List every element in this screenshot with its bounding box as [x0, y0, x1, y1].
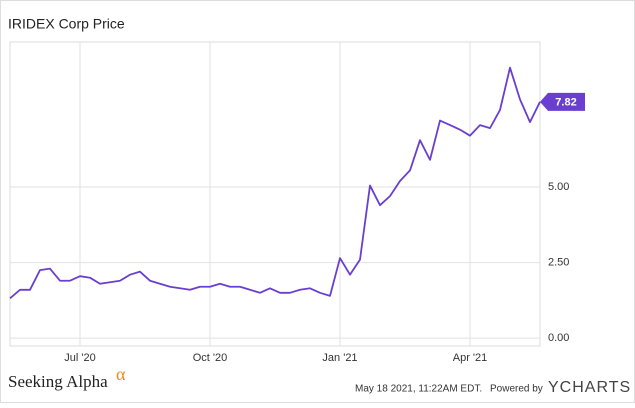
- value-tag-label: 7.82: [555, 97, 576, 109]
- timestamp: May 18 2021, 11:22AM EDT.: [355, 384, 482, 395]
- x-tick-label: Jul '20: [64, 352, 95, 364]
- powered-by: Powered by: [490, 384, 543, 395]
- y-tick-label: 5.00: [548, 181, 569, 193]
- plot-area: [9, 41, 541, 347]
- y-tick-label: 2.50: [548, 257, 569, 269]
- value-tag: [540, 92, 585, 111]
- x-tick-label: Apr '21: [453, 352, 488, 364]
- y-tick-label: 0.00: [548, 332, 569, 344]
- chart-title: IRIDEX Corp Price: [8, 16, 125, 32]
- price-line: [9, 66, 541, 299]
- x-tick-label: Oct '20: [193, 352, 228, 364]
- provider: YCHARTS: [548, 379, 631, 396]
- x-tick-label: Jan '21: [322, 352, 357, 364]
- brand: Seeking Alpha: [8, 372, 108, 391]
- brand-symbol: α: [116, 364, 126, 384]
